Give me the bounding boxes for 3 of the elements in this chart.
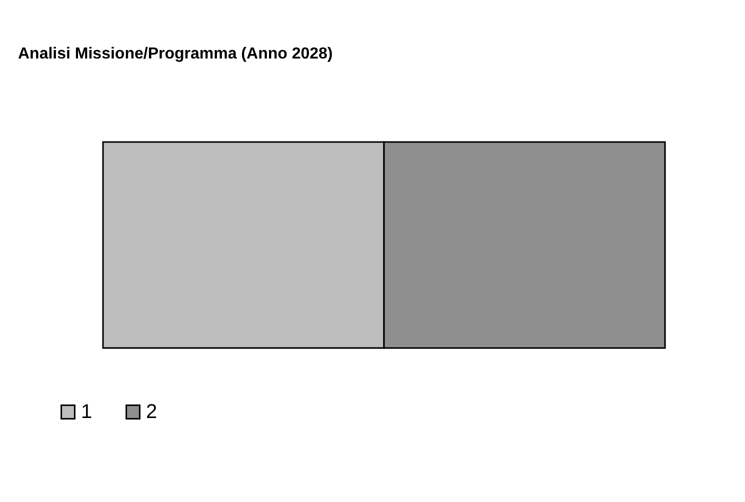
legend-label: 1 [81, 401, 92, 423]
legend-label: 2 [146, 401, 158, 423]
chart-title: Analisi Missione/Programma (Anno 2028) [18, 45, 333, 62]
